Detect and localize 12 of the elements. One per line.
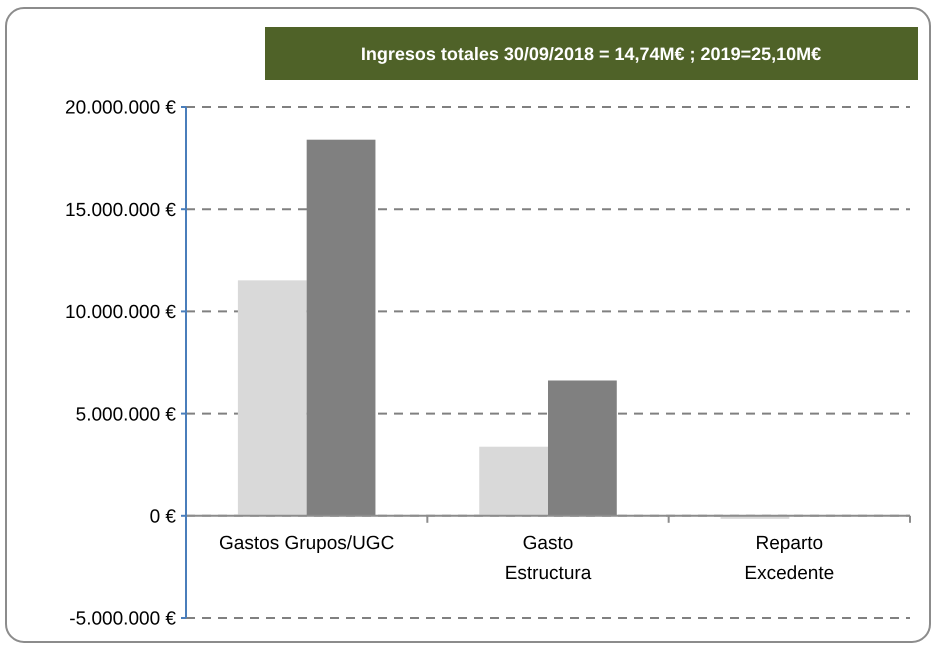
y-tick-label: -5.000.000 € (69, 608, 176, 630)
bar (479, 446, 548, 516)
x-tick-label: Gastos Grupos/UGC (219, 532, 394, 554)
y-tick-label: 0 € (150, 506, 176, 528)
chart-title: Ingresos totales 30/09/2018 = 14,74M€ ; 2019=25,10M€ (360, 44, 822, 64)
bar (238, 280, 307, 516)
y-tick-label: 5.000.000 € (76, 404, 176, 426)
y-tick-label: 10.000.000 € (65, 302, 176, 324)
y-tick-label: 20.000.000 € (65, 98, 176, 119)
x-tick-label: Gasto Estructura (504, 532, 592, 584)
x-tick-label: Reparto Excedente (744, 532, 834, 584)
y-tick-label: 15.000.000 € (65, 200, 176, 221)
